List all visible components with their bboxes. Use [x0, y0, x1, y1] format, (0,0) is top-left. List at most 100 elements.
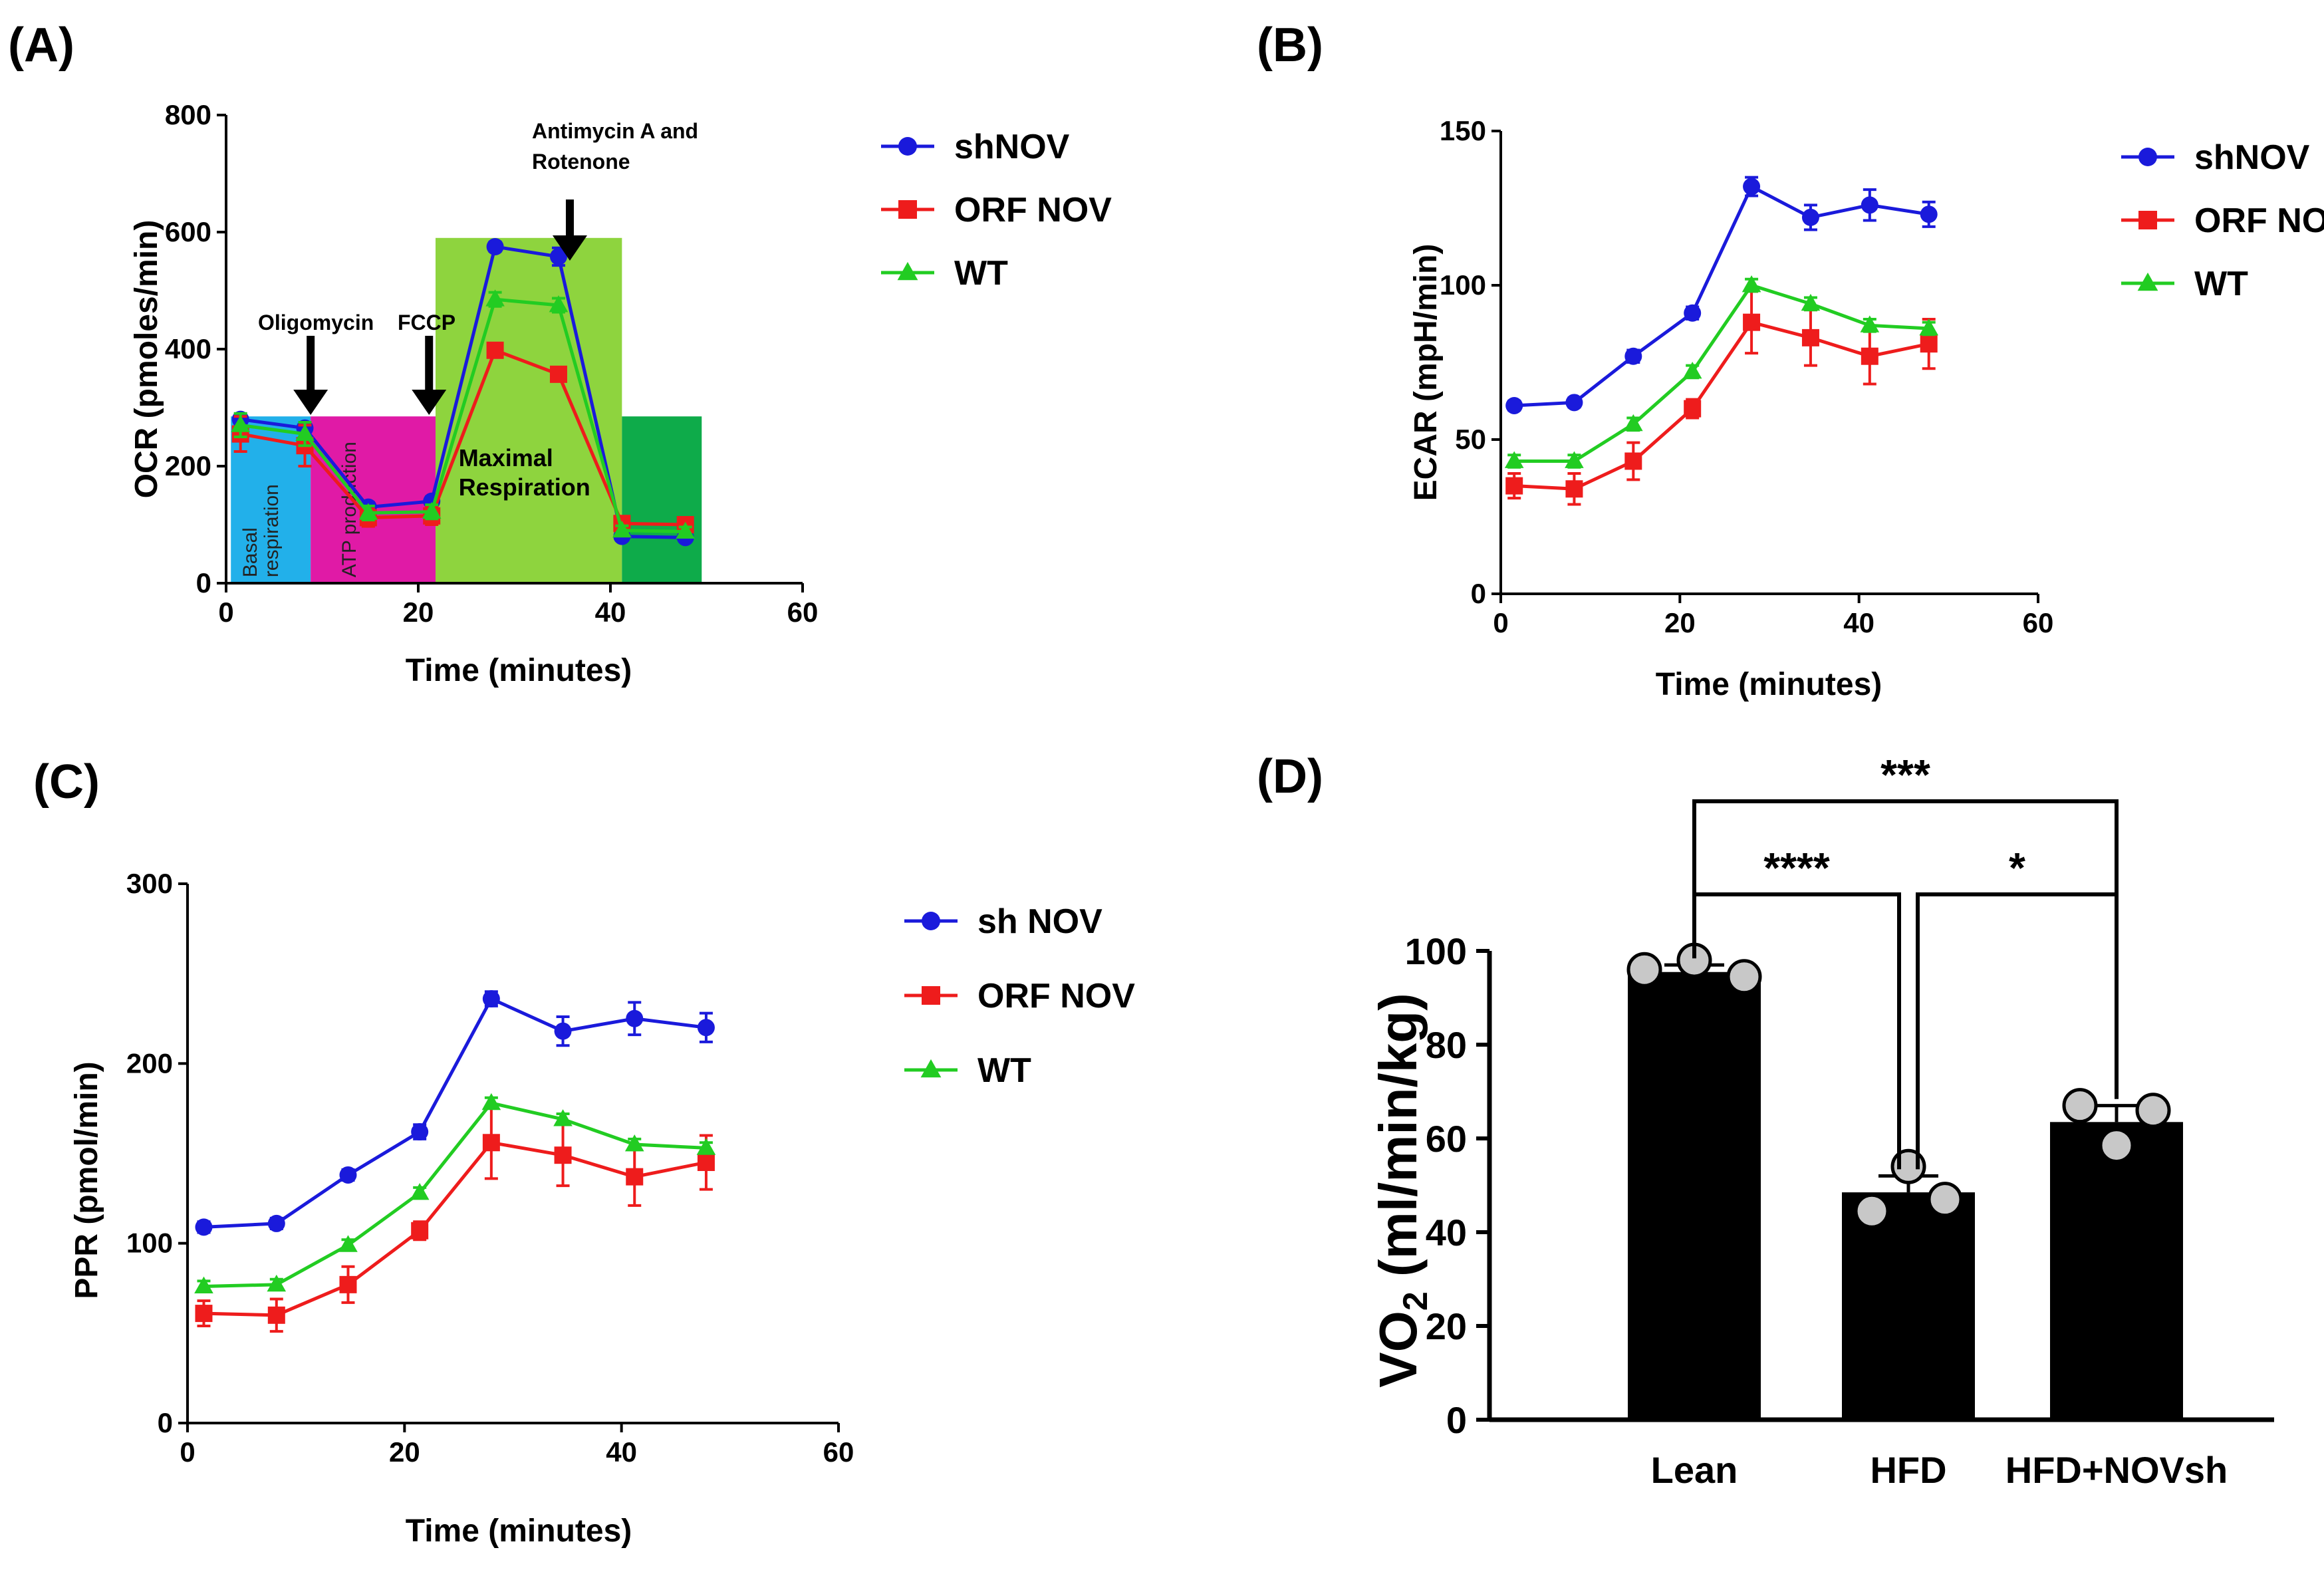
bar	[1628, 972, 1761, 1420]
x-tick-label: 60	[823, 1436, 854, 1468]
data-point	[1801, 293, 1821, 311]
y-tick-label: 60	[1426, 1118, 1467, 1160]
category-label: HFD	[1870, 1449, 1946, 1491]
significance-label: ****	[1763, 844, 1830, 892]
data-point	[1624, 347, 1642, 365]
legend-label: shNOV	[2194, 138, 2310, 177]
arrow-oligomycin-head	[293, 390, 328, 415]
data-point	[486, 238, 504, 255]
legend-label: shNOV	[954, 128, 1070, 166]
data-point	[1860, 315, 1880, 332]
individual-point	[1854, 1193, 1890, 1229]
individual-point	[2099, 1128, 2134, 1164]
panel-a-ylabel: OCR (pmoles/min)	[129, 220, 164, 499]
legend-marker	[2138, 148, 2157, 166]
panel-c: (C) 0 20 40 60 0 100 200 300 Time (minutes) PPR…	[33, 755, 1135, 1549]
legend-marker	[2137, 272, 2158, 291]
panel-c-series	[194, 990, 716, 1333]
region-atp-label: ATP production	[338, 442, 360, 577]
panel-c-xlabel: Time (minutes)	[406, 1513, 632, 1549]
legend-label: WT	[954, 254, 1008, 293]
data-point	[1624, 452, 1642, 470]
panel-d-ylabel: VO2 (ml/min/kg)	[1368, 993, 1435, 1387]
data-point	[1920, 335, 1938, 353]
x-tick-label: 60	[2023, 607, 2054, 638]
y-tick-label: 150	[1440, 115, 1486, 146]
data-point	[195, 1305, 213, 1323]
x-tick-label: 20	[1664, 607, 1696, 638]
data-point	[486, 341, 504, 359]
data-point	[1505, 477, 1523, 495]
legend-label: WT	[2194, 265, 2248, 303]
panel-d-significance: ******* *	[1692, 751, 2119, 1170]
series-orf-nov	[1505, 290, 1938, 506]
data-point	[612, 520, 632, 538]
arrow-fccp-head	[412, 390, 447, 415]
data-point	[1624, 414, 1643, 432]
y-tick-label: 0	[196, 567, 211, 598]
data-point	[626, 1168, 644, 1186]
y-tick-label: 100	[126, 1228, 173, 1259]
significance-label: ***	[1880, 751, 1930, 799]
panel-c-label: (C)	[33, 755, 100, 809]
panel-b-label: (B)	[1257, 19, 1323, 72]
series-line	[240, 297, 686, 534]
x-tick-label: 0	[1493, 607, 1508, 638]
data-point	[1919, 319, 1939, 336]
data-point	[481, 1093, 501, 1111]
series-wt	[231, 289, 696, 539]
y-tick-label: 0	[1446, 1399, 1467, 1441]
category-label: Lean	[1651, 1449, 1738, 1491]
data-point	[267, 1306, 285, 1324]
data-point	[482, 1134, 500, 1152]
data-point	[1861, 347, 1878, 365]
legend-marker	[897, 261, 918, 281]
panel-a: (A) Basalrespiration ATP production Maxima…	[8, 19, 1112, 688]
data-point	[482, 990, 500, 1008]
y-tick-label: 200	[165, 450, 211, 481]
data-point	[697, 1154, 715, 1172]
data-point	[1684, 400, 1702, 418]
data-point	[1505, 396, 1523, 414]
x-tick-label: 0	[180, 1436, 195, 1468]
series-line	[203, 1140, 707, 1317]
data-point	[676, 521, 696, 539]
data-point	[553, 1109, 573, 1126]
legend-marker	[922, 912, 940, 930]
data-point	[267, 1214, 285, 1232]
panel-a-legend: shNOV ORF NOV WT	[881, 128, 1112, 293]
panel-d-bars: Lean HFD HFD+NOVsh	[1626, 942, 2228, 1491]
data-point	[1565, 480, 1583, 498]
data-point	[422, 501, 442, 519]
data-point	[1920, 205, 1938, 223]
significance-label: *	[2009, 844, 2025, 892]
individual-point	[1726, 959, 1762, 995]
significance-bracket: ****	[1692, 844, 1901, 1170]
x-tick-label: 40	[595, 596, 626, 628]
data-point	[1742, 275, 1761, 293]
y-tick-label: 20	[1426, 1305, 1467, 1347]
bar-group-lean: Lean	[1626, 942, 1762, 1491]
data-point	[295, 424, 315, 441]
legend-marker	[898, 200, 917, 219]
series-line	[1514, 320, 1930, 491]
panel-d-ylabel-main: VO	[1368, 1311, 1428, 1388]
panel-b-axes: 0 20 40 60 0 50 100 150	[1440, 115, 2053, 638]
data-point	[549, 295, 569, 313]
data-point	[358, 503, 378, 520]
region-maximal-label: Maximal Respiration	[459, 444, 590, 501]
panel-a-xlabel: Time (minutes)	[406, 653, 632, 688]
bar	[1842, 1192, 1975, 1420]
y-tick-label: 800	[165, 99, 211, 130]
x-tick-label: 20	[389, 1436, 420, 1468]
legend-label: sh NOV	[977, 902, 1102, 941]
y-tick-label: 100	[1440, 269, 1486, 301]
data-point	[338, 1235, 358, 1252]
data-point	[549, 247, 567, 265]
panel-b: (B) 0 20 40 60 0 50 100 150 Time (minutes) ECAR…	[1257, 19, 2324, 702]
legend-label: WT	[977, 1051, 1031, 1090]
x-tick-label: 20	[403, 596, 434, 628]
series-wt	[1504, 275, 1939, 469]
